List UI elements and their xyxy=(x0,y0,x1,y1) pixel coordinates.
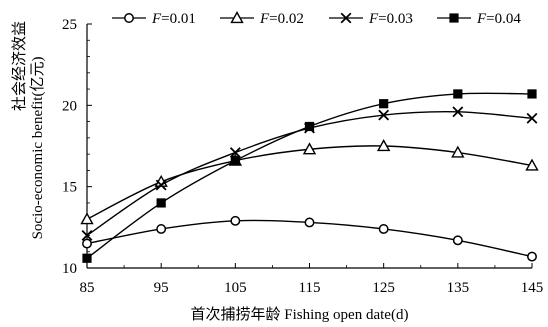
x-marker-stroke xyxy=(378,109,390,121)
axes: 10 15 20 25 85 95 105 115 125 135 145 xyxy=(62,17,543,296)
axis-labels: 首次捕捞年龄 Fishing open date(d) 社会经济效益 Socio-e… xyxy=(11,21,408,323)
data-point xyxy=(525,158,539,171)
x-marker-stroke xyxy=(340,12,352,24)
legend-item-3: F=0.03 xyxy=(329,11,413,27)
data-point xyxy=(229,147,241,158)
legend-label: F=0.03 xyxy=(368,11,413,27)
data-point xyxy=(80,212,94,225)
data-point xyxy=(155,179,167,191)
y-tick-label: 15 xyxy=(62,180,77,196)
data-point xyxy=(304,121,315,132)
data-point xyxy=(452,106,464,118)
legend-label-value: =0.02 xyxy=(269,11,304,27)
y-tick-label: 10 xyxy=(62,261,77,277)
legend-marker xyxy=(230,11,244,24)
x-marker-stroke xyxy=(229,147,241,158)
x-axis-label: 首次捕捞年龄 Fishing open date(d) xyxy=(191,306,409,323)
series-1 xyxy=(82,215,537,262)
x-tick-label: 125 xyxy=(372,280,395,296)
series-4 xyxy=(82,89,537,263)
data-point xyxy=(378,109,390,121)
data-point xyxy=(379,99,389,109)
y-axis-label-cn: 社会经济效益 xyxy=(11,21,28,111)
y-tick-label: 25 xyxy=(62,17,77,33)
legend-item-1: F=0.01 xyxy=(112,11,196,27)
legend-label: F=0.01 xyxy=(151,11,196,27)
legend-label-var: F xyxy=(151,11,162,27)
x-tick-label: 105 xyxy=(224,280,247,296)
legend-marker xyxy=(124,13,134,23)
x-marker-stroke xyxy=(81,230,93,241)
data-point xyxy=(452,235,463,246)
data-point xyxy=(453,89,463,99)
legend-label-var: F xyxy=(476,11,487,27)
data-point xyxy=(304,217,315,228)
x-tick-label: 145 xyxy=(521,280,544,296)
legend-item-2: F=0.02 xyxy=(220,11,304,27)
legend-label: F=0.02 xyxy=(259,11,304,27)
legend-label: F=0.04 xyxy=(476,11,521,27)
data-point xyxy=(527,89,537,99)
data-point xyxy=(378,224,389,234)
legend-item-4: F=0.04 xyxy=(437,11,521,27)
data-point xyxy=(526,112,538,124)
x-tick-label: 85 xyxy=(80,280,95,296)
y-tick-label: 20 xyxy=(62,98,77,114)
x-marker-stroke xyxy=(526,112,538,124)
data-point xyxy=(376,139,391,152)
legend-label-value: =0.01 xyxy=(161,11,196,27)
legend-marker xyxy=(340,12,352,24)
series-layer xyxy=(80,89,539,263)
legend-label-value: =0.03 xyxy=(378,11,413,27)
data-point xyxy=(451,145,465,158)
legend-marker xyxy=(449,13,459,23)
data-point xyxy=(156,198,166,208)
legend-label-value: =0.04 xyxy=(486,11,521,27)
x-marker-stroke xyxy=(155,179,167,191)
data-point xyxy=(302,142,317,155)
x-tick-label: 115 xyxy=(299,280,321,296)
data-point xyxy=(82,238,92,249)
y-axis-label-en: Socio-economic benefit(亿元) xyxy=(29,57,46,240)
data-point xyxy=(81,230,93,241)
data-point xyxy=(156,224,167,234)
legend-label-var: F xyxy=(368,11,379,27)
x-tick-label: 135 xyxy=(447,280,470,296)
data-point xyxy=(230,215,241,226)
series-line xyxy=(86,92,533,259)
data-point xyxy=(230,156,240,166)
data-point xyxy=(527,251,537,262)
legend: F=0.01 F=0.02 F=0.03 F=0.04 xyxy=(112,11,521,27)
data-point xyxy=(82,253,92,263)
legend-label-var: F xyxy=(259,11,270,27)
x-marker-stroke xyxy=(452,106,464,118)
x-tick-label: 95 xyxy=(154,280,169,296)
